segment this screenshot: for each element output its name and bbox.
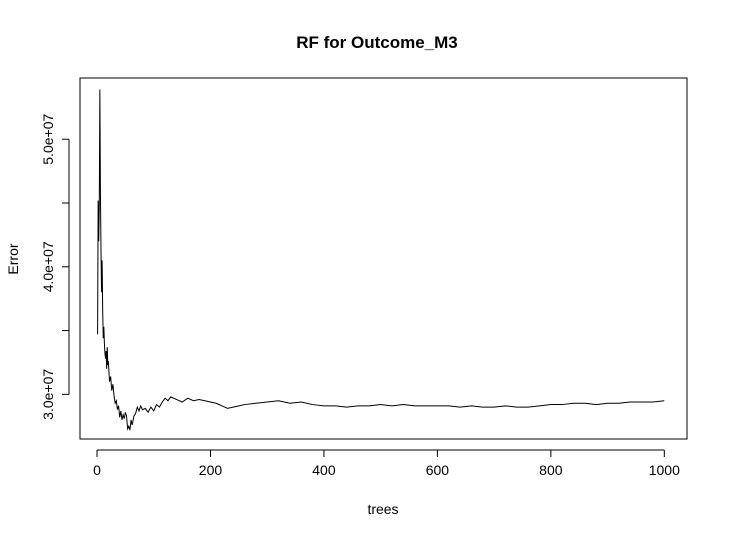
error-series-line xyxy=(97,89,665,431)
x-tick-label: 200 xyxy=(199,462,223,478)
y-axis: 3.0e+07 4.0e+07 5.0e+07 xyxy=(40,114,70,420)
y-axis-label: Error xyxy=(5,243,21,274)
x-tick-label: 1000 xyxy=(649,462,680,478)
y-tick-label: 4.0e+07 xyxy=(40,241,56,292)
plot-frame xyxy=(79,77,688,440)
x-axis: 0 200 400 600 800 1000 xyxy=(93,449,680,478)
y-tick-label: 5.0e+07 xyxy=(40,114,56,165)
x-tick-label: 0 xyxy=(93,462,101,478)
x-tick-label: 800 xyxy=(539,462,563,478)
x-tick-label: 400 xyxy=(312,462,336,478)
x-tick-label: 600 xyxy=(426,462,450,478)
chart-title: RF for Outcome_M3 xyxy=(296,33,458,52)
y-tick-label: 3.0e+07 xyxy=(40,369,56,420)
x-axis-label: trees xyxy=(367,501,398,517)
